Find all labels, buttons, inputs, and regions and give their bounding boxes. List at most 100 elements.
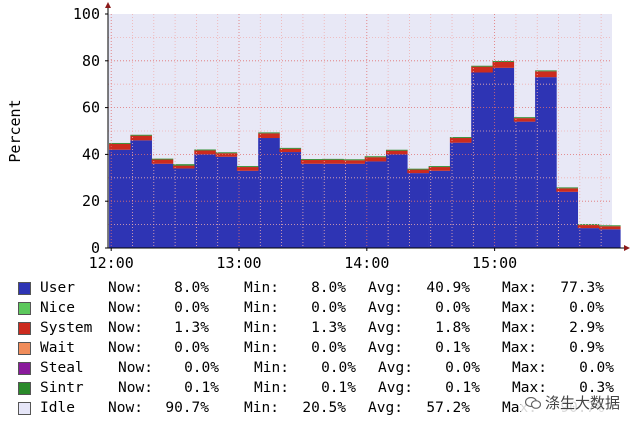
legend-max-steal: 0.0% — [579, 360, 614, 376]
legend-avg-nice: 0.0% — [435, 300, 470, 316]
y-tick-label: 100 — [73, 5, 100, 23]
legend-max-label-wait: Max: — [502, 340, 537, 356]
area-segment-system — [428, 167, 451, 171]
legend-now-steal: 0.0% — [184, 360, 219, 376]
area-segment-idle — [407, 14, 429, 169]
area-segment-idle — [301, 14, 323, 160]
area-segment-system — [130, 135, 152, 141]
legend-avg-label-user: Avg: — [368, 280, 403, 296]
area-segment-system — [279, 148, 302, 153]
chart-area: 0 20 40 60 80 100 12:00 13:00 14:00 15:00 Percent — [6, 2, 630, 272]
legend-max-label-steal: Max: — [512, 360, 547, 376]
legend-min-label-system: Min: — [244, 320, 279, 336]
legend-now-label-sintr: Now: — [118, 380, 153, 396]
legend-min-label-sintr: Min: — [254, 380, 289, 396]
x-axis-arrow — [624, 245, 630, 251]
legend-min-label-idle: Min: — [244, 400, 279, 416]
legend-now-system: 1.3% — [174, 320, 209, 336]
legend-swatch-nice — [18, 302, 31, 315]
legend-now-user: 8.0% — [174, 280, 209, 296]
legend-max-wait: 0.9% — [569, 340, 604, 356]
area-segment-user — [215, 156, 238, 248]
area-segment-sintr — [535, 70, 557, 72]
legend-min-system: 1.3% — [311, 320, 346, 336]
area-segment-idle — [216, 14, 238, 153]
area-segment-sintr — [109, 142, 131, 144]
area-segment-sintr — [300, 159, 323, 161]
x-tick-label: 14:00 — [344, 254, 389, 272]
area-segment-system — [194, 150, 216, 155]
legend-min-idle: 20.5% — [302, 400, 346, 416]
wechat-icon — [524, 397, 541, 409]
legend-avg-user: 40.9% — [426, 280, 470, 296]
area-segment-sintr — [215, 152, 238, 154]
area-segment-sintr — [385, 149, 408, 151]
area-segment-sintr — [471, 65, 493, 67]
area-segment-user — [449, 142, 472, 248]
legend-name-steal: Steal — [40, 360, 84, 376]
legend-max-user: 77.3% — [560, 280, 604, 296]
legend-min-nice: 0.0% — [311, 300, 346, 316]
watermark: 涤生大数据 — [520, 392, 624, 413]
area-segment-system — [513, 118, 536, 122]
area-segment-system — [449, 138, 472, 143]
legend-avg-steal: 0.0% — [445, 360, 480, 376]
area-segment-sintr — [279, 147, 302, 149]
legend-now-label-idle: Now: — [108, 400, 143, 416]
legend-max-label-nice: Max: — [502, 300, 537, 316]
legend-row-user: User Now: 8.0% Min: 8.0% Avg: 40.9% Max: 77.3% — [18, 278, 618, 298]
area-segment-sintr — [407, 168, 429, 170]
area-segment-user — [556, 191, 578, 248]
legend-avg-label-wait: Avg: — [368, 340, 403, 356]
area-segment-user — [577, 228, 600, 248]
area-segment-user — [407, 173, 429, 248]
area-segment-idle — [109, 14, 131, 144]
legend-now-label-user: Now: — [108, 280, 143, 296]
area-segment-system — [407, 169, 429, 174]
legend-max-label-system: Max: — [502, 320, 537, 336]
legend-max-system: 2.9% — [569, 320, 604, 336]
legend-now-wait: 0.0% — [174, 340, 209, 356]
legend-min-label-wait: Min: — [244, 340, 279, 356]
legend-avg-label-steal: Avg: — [378, 360, 413, 376]
legend-now-label-wait: Now: — [108, 340, 143, 356]
area-segment-sintr — [364, 156, 387, 158]
area-segment-sintr — [172, 164, 195, 166]
area-segment-sintr — [194, 149, 216, 151]
area-segment-user — [513, 121, 536, 248]
area-segment-system — [258, 133, 280, 139]
area-segment-system — [343, 160, 365, 164]
area-segment-idle — [535, 14, 557, 71]
legend-min-label-nice: Min: — [244, 300, 279, 316]
area-segment-user — [279, 152, 302, 248]
area-segment-sintr — [322, 158, 344, 160]
area-segment-idle — [130, 14, 152, 135]
area-segment-sintr — [130, 134, 152, 136]
area-segment-system — [471, 66, 493, 73]
x-tick-label: 12:00 — [89, 254, 134, 272]
area-segment-user — [343, 163, 365, 248]
area-segment-sintr — [343, 159, 365, 161]
area-segment-system — [322, 159, 344, 164]
area-segment-system — [364, 157, 387, 162]
area-segment-sintr — [556, 187, 578, 189]
area-segment-sintr — [258, 132, 280, 134]
area-segment-sintr — [492, 61, 515, 62]
area-segment-user — [471, 72, 493, 248]
legend-min-label-steal: Min: — [254, 360, 289, 376]
legend-max-label-user: Max: — [502, 280, 537, 296]
legend-name-wait: Wait — [40, 340, 75, 356]
area-segment-idle — [365, 14, 387, 157]
legend-name-system: System — [40, 320, 93, 336]
legend-now-idle: 90.7% — [165, 400, 209, 416]
area-segment-user — [322, 163, 344, 248]
area-segment-system — [300, 160, 323, 164]
y-tick-label: 60 — [82, 99, 100, 117]
legend-now-label-steal: Now: — [118, 360, 153, 376]
legend-avg-system: 1.8% — [435, 320, 470, 336]
axis-labels: 0 20 40 60 80 100 12:00 13:00 14:00 15:00 Percent — [6, 5, 517, 272]
area-segment-system — [577, 225, 600, 229]
legend-name-idle: Idle — [40, 400, 75, 416]
legend-swatch-wait — [18, 342, 31, 355]
legend-row-sintr: Sintr Now: 0.1% Min: 0.1% Avg: 0.1% Max: 0.3% — [18, 378, 618, 398]
